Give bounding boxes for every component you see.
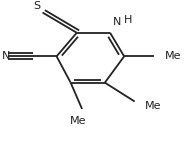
Text: H: H xyxy=(124,15,132,25)
Text: Me: Me xyxy=(70,116,87,126)
Text: S: S xyxy=(34,1,41,11)
Text: Me: Me xyxy=(145,101,162,111)
Text: Me: Me xyxy=(164,51,181,61)
Text: N: N xyxy=(1,51,10,61)
Text: N: N xyxy=(113,17,121,27)
